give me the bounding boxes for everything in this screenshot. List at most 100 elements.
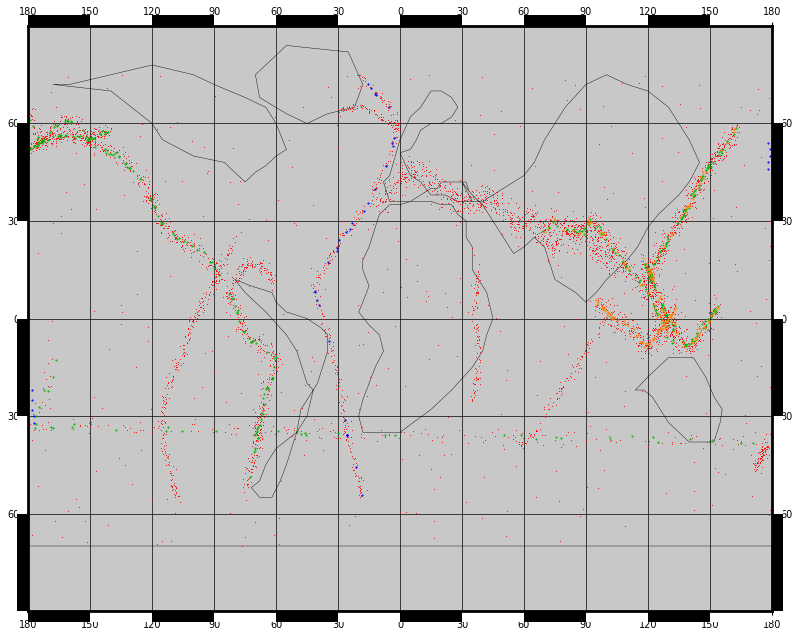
Point xyxy=(69,129,82,140)
Bar xyxy=(17,318,28,416)
Point xyxy=(728,124,741,134)
Point xyxy=(269,360,282,370)
Point xyxy=(394,117,406,127)
Point xyxy=(670,220,682,230)
Point xyxy=(62,114,74,124)
Point xyxy=(159,403,172,413)
Point xyxy=(361,485,374,495)
Point xyxy=(269,356,282,366)
Point xyxy=(465,192,478,202)
Point xyxy=(125,161,138,171)
Point xyxy=(245,441,258,451)
Point xyxy=(186,240,198,250)
Point xyxy=(226,294,238,304)
Point xyxy=(489,431,502,441)
Point xyxy=(622,320,634,330)
Point xyxy=(716,155,729,165)
Point xyxy=(708,168,721,178)
Point xyxy=(714,433,726,443)
Point xyxy=(299,428,312,438)
Point xyxy=(624,266,637,276)
Point xyxy=(549,244,562,254)
Point xyxy=(170,229,182,239)
Point xyxy=(374,194,386,204)
Point xyxy=(354,487,367,497)
Point xyxy=(490,199,502,209)
Point xyxy=(178,243,191,253)
Point xyxy=(26,141,39,151)
Point xyxy=(407,157,420,168)
Point xyxy=(30,141,42,151)
Point xyxy=(368,106,381,117)
Point xyxy=(661,238,674,248)
Point xyxy=(709,308,722,318)
Point xyxy=(256,401,269,412)
Point xyxy=(95,126,108,136)
Point xyxy=(762,164,774,174)
Point xyxy=(166,375,178,385)
Point xyxy=(480,188,493,198)
Point xyxy=(682,193,694,203)
Point xyxy=(696,171,709,181)
Point xyxy=(362,106,375,117)
Point xyxy=(364,104,377,115)
Point xyxy=(662,315,675,326)
Point xyxy=(180,238,193,248)
Point xyxy=(669,318,682,329)
Point xyxy=(552,259,565,269)
Point xyxy=(694,325,707,335)
Point xyxy=(232,423,245,433)
Point xyxy=(218,275,230,285)
Point xyxy=(557,224,570,234)
Point xyxy=(582,220,595,230)
Point xyxy=(672,206,685,216)
Point xyxy=(225,296,238,306)
Point xyxy=(422,180,434,190)
Point xyxy=(531,426,544,436)
Point xyxy=(159,217,172,227)
Point xyxy=(102,420,114,431)
Point xyxy=(454,190,466,201)
Point xyxy=(640,262,653,272)
Point xyxy=(86,136,99,147)
Point xyxy=(678,210,690,220)
Point xyxy=(435,203,448,213)
Point xyxy=(351,388,364,398)
Point xyxy=(638,273,650,283)
Point xyxy=(353,486,366,496)
Point xyxy=(662,315,675,325)
Point xyxy=(210,266,222,276)
Point xyxy=(637,250,650,261)
Point xyxy=(606,244,618,254)
Point xyxy=(355,73,368,83)
Point xyxy=(239,464,252,474)
Point xyxy=(575,233,588,243)
Point xyxy=(663,228,676,238)
Point xyxy=(226,273,239,283)
Point xyxy=(472,326,485,336)
Point xyxy=(658,306,670,317)
Point xyxy=(693,182,706,192)
Point xyxy=(468,323,481,333)
Point xyxy=(44,120,57,131)
Point xyxy=(703,164,716,174)
Point xyxy=(66,124,79,134)
Point xyxy=(262,394,275,404)
Point xyxy=(263,267,276,277)
Point xyxy=(229,274,242,284)
Point xyxy=(423,155,436,166)
Point xyxy=(602,307,615,317)
Point xyxy=(317,445,330,455)
Point xyxy=(171,359,184,369)
Point xyxy=(399,171,412,182)
Point xyxy=(665,302,678,312)
Point xyxy=(588,232,601,242)
Point xyxy=(87,134,100,145)
Point xyxy=(251,424,264,434)
Point xyxy=(646,323,659,333)
Point xyxy=(470,273,482,283)
Point xyxy=(81,138,94,148)
Point xyxy=(162,451,175,461)
Point xyxy=(571,221,584,231)
Point xyxy=(266,273,278,283)
